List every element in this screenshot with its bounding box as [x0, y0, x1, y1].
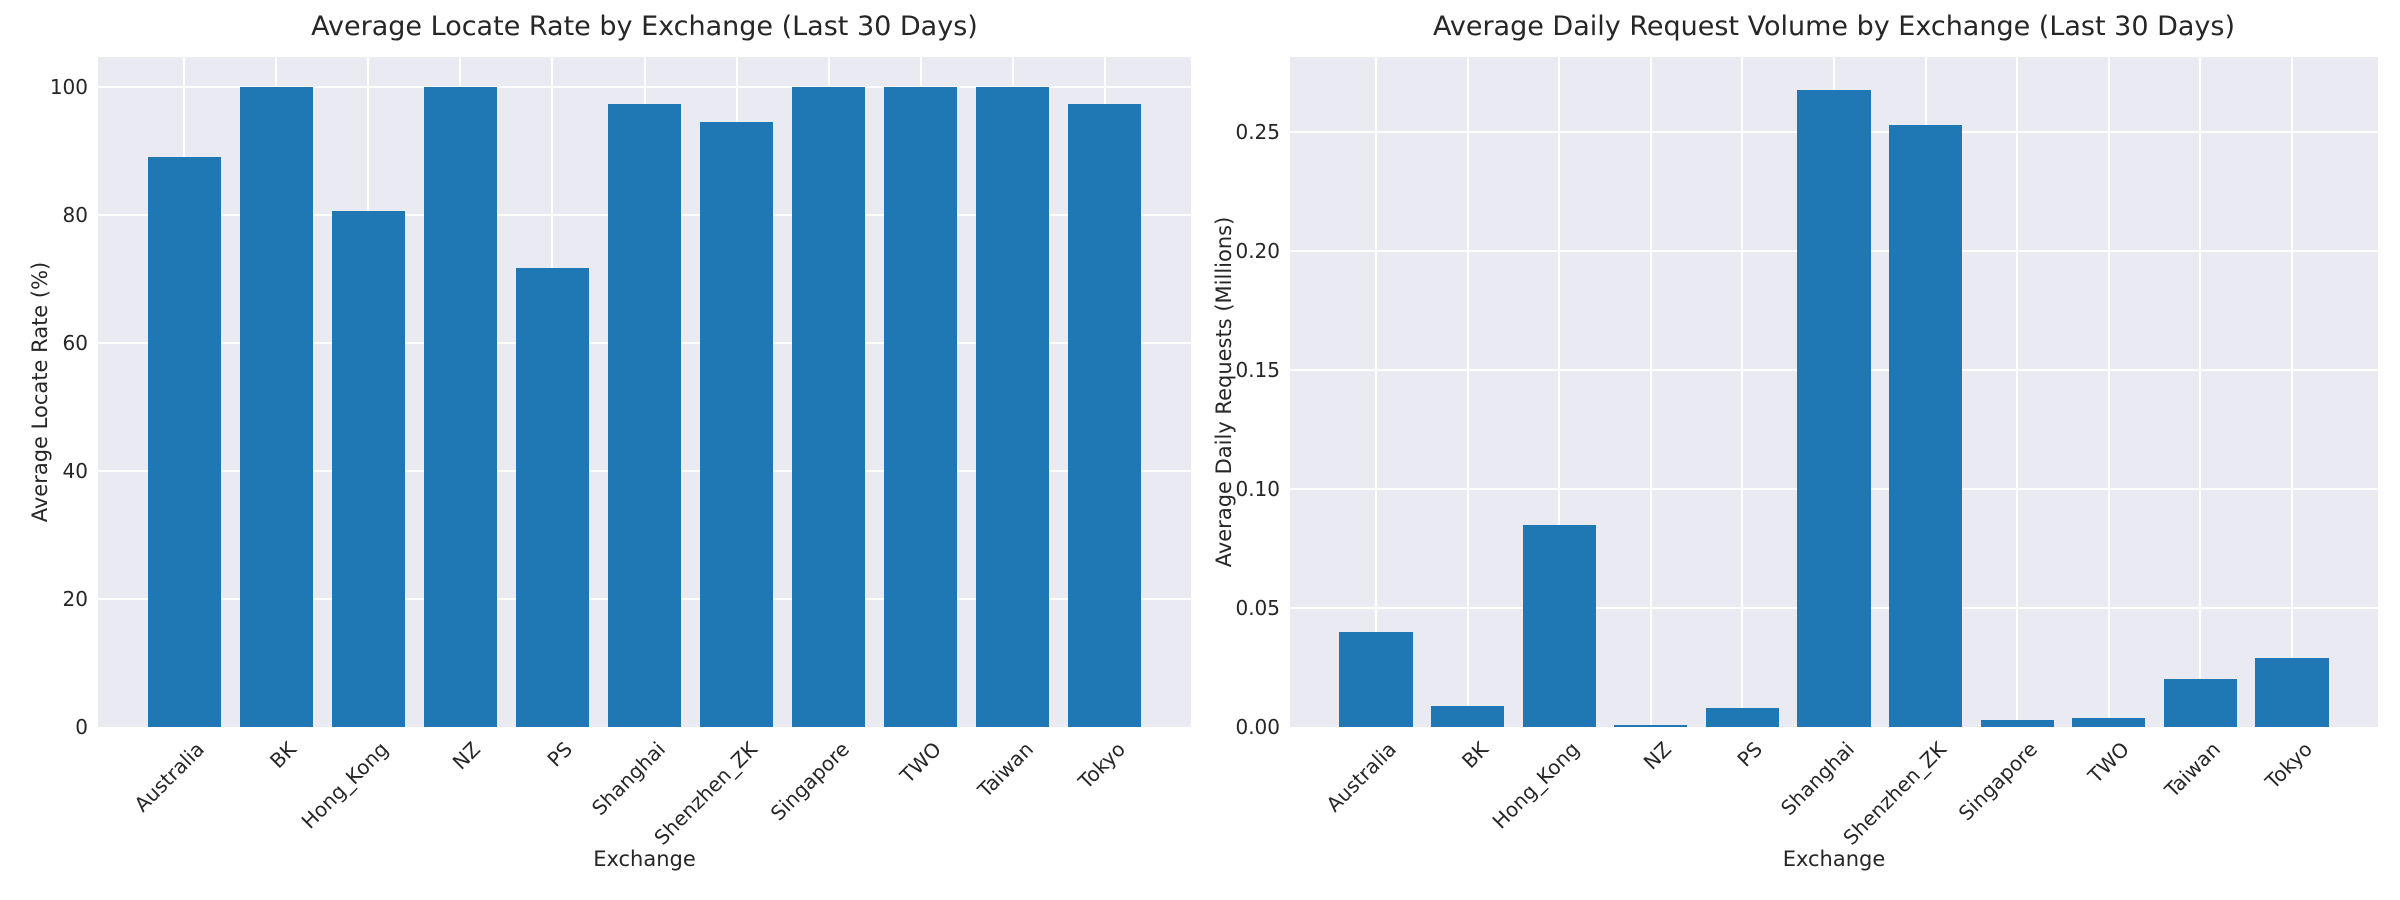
x-gridline	[1375, 57, 1378, 727]
bar-Singapore	[1980, 719, 2054, 727]
y-tick-label: 0	[75, 715, 88, 739]
x-tick-label-Australia: Australia	[129, 737, 210, 817]
plot-area	[1290, 57, 2378, 727]
y-tick-label: 0.10	[1235, 477, 1280, 502]
x-gridline	[1466, 57, 1469, 727]
y-tick-label: 40	[62, 459, 88, 484]
bar-NZ	[1614, 724, 1688, 727]
y-tick-label: 60	[62, 331, 88, 356]
chart-title: Average Locate Rate by Exchange (Last 30…	[311, 11, 978, 42]
x-gridline	[1741, 57, 1744, 727]
y-tick-label: 80	[62, 203, 88, 228]
request-volume-chart: Average Daily Request Volume by Exchange…	[1200, 0, 2400, 900]
x-tick-label-TWO: TWO	[894, 737, 946, 788]
bar-Hong_Kong	[331, 210, 406, 727]
x-gridline	[2290, 57, 2293, 727]
x-tick-label-Shanghai: Shanghai	[1775, 737, 1859, 821]
x-tick-label-Tokyo: Tokyo	[2260, 737, 2317, 794]
x-tick-label-NZ: NZ	[448, 737, 486, 775]
y-tick-label: 0.15	[1235, 358, 1280, 383]
bar-PS	[515, 268, 590, 727]
bar-NZ	[423, 87, 498, 727]
y-tick-label: 0.20	[1235, 239, 1280, 264]
bar-Taiwan	[2163, 679, 2237, 727]
chart-title: Average Daily Request Volume by Exchange…	[1432, 11, 2236, 42]
x-tick-label-Australia: Australia	[1321, 737, 1402, 817]
x-tick-label-Hong_Kong: Hong_Kong	[297, 737, 394, 834]
x-axis-label: Exchange	[593, 847, 696, 871]
bar-TWO	[2072, 717, 2146, 727]
y-axis-label: Average Daily Requests (Millions)	[1212, 216, 1236, 568]
bar-BK	[239, 87, 314, 727]
bar-Australia	[1339, 631, 1413, 727]
bar-Tokyo	[2255, 658, 2329, 727]
y-tick-label: 0.00	[1235, 715, 1280, 739]
x-tick-label-BK: BK	[1456, 737, 1493, 773]
y-tick-label: 0.25	[1235, 120, 1280, 145]
x-gridline	[1558, 57, 1561, 727]
x-gridline	[2199, 57, 2202, 727]
bar-Shenzhen_ZK	[699, 121, 774, 727]
x-tick-label-Taiwan: Taiwan	[972, 737, 1038, 803]
y-tick-label: 20	[62, 587, 88, 611]
y-tick-label: 0.05	[1235, 596, 1280, 621]
bar-BK	[1431, 705, 1505, 727]
bar-Tokyo	[1067, 104, 1142, 727]
bar-Shanghai	[1797, 89, 1871, 727]
x-tick-label-TWO: TWO	[2082, 737, 2134, 788]
bar-Taiwan	[975, 87, 1050, 727]
bar-Singapore	[791, 87, 866, 727]
locate-rate-chart: Average Locate Rate by Exchange (Last 30…	[28, 11, 1191, 871]
plot-area	[98, 57, 1191, 727]
x-tick-label-Shanghai: Shanghai	[586, 737, 670, 821]
x-tick-label-Singapore: Singapore	[1953, 737, 2043, 826]
x-gridline	[2107, 57, 2110, 727]
x-gridline	[2016, 57, 2019, 727]
x-tick-label-NZ: NZ	[1638, 737, 1676, 775]
bar-Hong_Kong	[1522, 524, 1596, 727]
bar-Shenzhen_ZK	[1888, 125, 1963, 727]
x-tick-label-Tokyo: Tokyo	[1072, 737, 1130, 794]
bar-Australia	[147, 156, 222, 727]
x-tick-label-Taiwan: Taiwan	[2160, 737, 2226, 803]
y-tick-label: 100	[49, 75, 88, 100]
x-tick-label-BK: BK	[265, 737, 302, 773]
bar-PS	[1705, 707, 1780, 727]
x-tick-label-Hong_Kong: Hong_Kong	[1487, 737, 1585, 834]
x-tick-label-PS: PS	[542, 737, 578, 772]
bar-TWO	[883, 87, 958, 727]
x-gridline	[1649, 57, 1652, 727]
bar-Shanghai	[607, 103, 682, 727]
x-axis-label: Exchange	[1782, 847, 1886, 871]
x-tick-label-Singapore: Singapore	[765, 737, 854, 826]
x-tick-label-PS: PS	[1732, 737, 1768, 772]
